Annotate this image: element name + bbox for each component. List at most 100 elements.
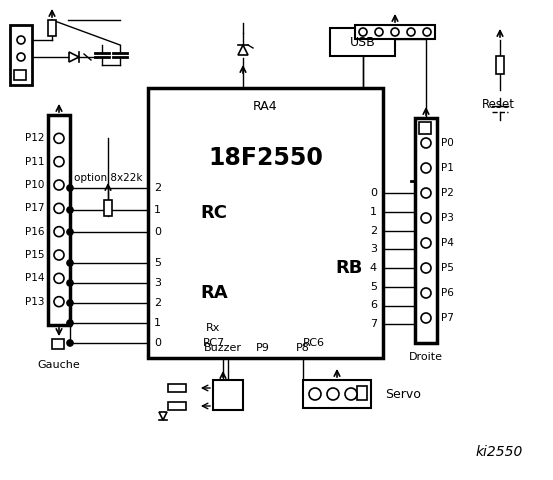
Text: 2: 2 [154, 298, 161, 308]
Text: P17: P17 [24, 204, 44, 213]
Circle shape [54, 227, 64, 237]
Text: option 8x22k: option 8x22k [74, 173, 142, 183]
Circle shape [54, 297, 64, 307]
Text: RA4: RA4 [253, 99, 278, 112]
Circle shape [345, 388, 357, 400]
Circle shape [421, 163, 431, 173]
Bar [52, 339, 64, 349]
Text: P14: P14 [24, 273, 44, 283]
Text: P1: P1 [441, 163, 454, 173]
Text: 1: 1 [370, 207, 377, 217]
Text: P13: P13 [24, 297, 44, 307]
Circle shape [309, 388, 321, 400]
Text: 0: 0 [154, 227, 161, 237]
Bar [419, 122, 431, 134]
Bar [168, 402, 186, 410]
Circle shape [17, 53, 25, 61]
Text: 3: 3 [370, 244, 377, 254]
Circle shape [421, 288, 431, 298]
Circle shape [67, 185, 73, 191]
Bar [14, 70, 26, 80]
Text: ki2550: ki2550 [476, 445, 523, 459]
Text: P9: P9 [256, 343, 270, 353]
Text: P0: P0 [441, 138, 454, 148]
Circle shape [54, 180, 64, 190]
Circle shape [67, 300, 73, 306]
Text: 5: 5 [154, 258, 161, 268]
Polygon shape [238, 45, 248, 55]
Circle shape [421, 138, 431, 148]
Circle shape [375, 28, 383, 36]
Circle shape [423, 28, 431, 36]
Text: Reset: Reset [482, 98, 515, 111]
Circle shape [421, 313, 431, 323]
Text: P4: P4 [441, 238, 454, 248]
Text: Servo: Servo [385, 387, 421, 400]
Bar [213, 380, 243, 410]
Text: P10: P10 [25, 180, 44, 190]
Text: RC: RC [200, 204, 227, 222]
Circle shape [54, 204, 64, 213]
Text: 2: 2 [154, 183, 161, 193]
Text: Buzzer: Buzzer [204, 343, 242, 353]
Text: P16: P16 [24, 227, 44, 237]
Text: 5: 5 [370, 282, 377, 292]
Bar [303, 380, 371, 408]
Text: P8: P8 [296, 343, 310, 353]
Text: P6: P6 [441, 288, 454, 298]
Circle shape [67, 260, 73, 266]
Text: RC7: RC7 [203, 338, 225, 348]
Text: 7: 7 [370, 319, 377, 329]
Text: 2: 2 [370, 226, 377, 236]
Circle shape [67, 229, 73, 235]
Circle shape [54, 156, 64, 167]
Text: 18F2550: 18F2550 [208, 146, 323, 170]
Circle shape [67, 280, 73, 286]
Text: USB: USB [349, 36, 375, 48]
Text: 1: 1 [154, 205, 161, 215]
Circle shape [421, 263, 431, 273]
Circle shape [67, 207, 73, 213]
Circle shape [421, 213, 431, 223]
Text: P15: P15 [24, 250, 44, 260]
Circle shape [391, 28, 399, 36]
Text: Droite: Droite [409, 352, 443, 362]
Text: RB: RB [336, 259, 363, 277]
Text: 3: 3 [154, 278, 161, 288]
Bar [355, 25, 435, 39]
Text: P11: P11 [24, 156, 44, 167]
Text: 0: 0 [154, 338, 161, 348]
Text: P7: P7 [441, 313, 454, 323]
Text: 4: 4 [370, 263, 377, 273]
Text: P5: P5 [441, 263, 454, 273]
Circle shape [17, 36, 25, 44]
Text: P2: P2 [441, 188, 454, 198]
Circle shape [54, 250, 64, 260]
Circle shape [67, 340, 73, 346]
Bar [357, 386, 367, 400]
Polygon shape [159, 412, 167, 420]
Circle shape [327, 388, 339, 400]
Text: 6: 6 [370, 300, 377, 311]
Bar [330, 28, 395, 56]
Text: 1: 1 [154, 318, 161, 328]
Bar [168, 384, 186, 392]
Bar [10, 25, 32, 85]
Text: P3: P3 [441, 213, 454, 223]
Circle shape [421, 188, 431, 198]
Text: P12: P12 [24, 133, 44, 144]
Text: 0: 0 [370, 188, 377, 198]
Bar [415, 118, 437, 343]
Bar [48, 20, 56, 36]
Circle shape [54, 273, 64, 283]
Text: RC6: RC6 [303, 338, 325, 348]
Circle shape [359, 28, 367, 36]
Text: Gauche: Gauche [38, 360, 80, 370]
Bar [104, 200, 112, 216]
Circle shape [67, 320, 73, 326]
Circle shape [421, 238, 431, 248]
Text: RA: RA [200, 284, 228, 302]
Bar [496, 56, 504, 74]
Bar [148, 88, 383, 358]
Circle shape [407, 28, 415, 36]
